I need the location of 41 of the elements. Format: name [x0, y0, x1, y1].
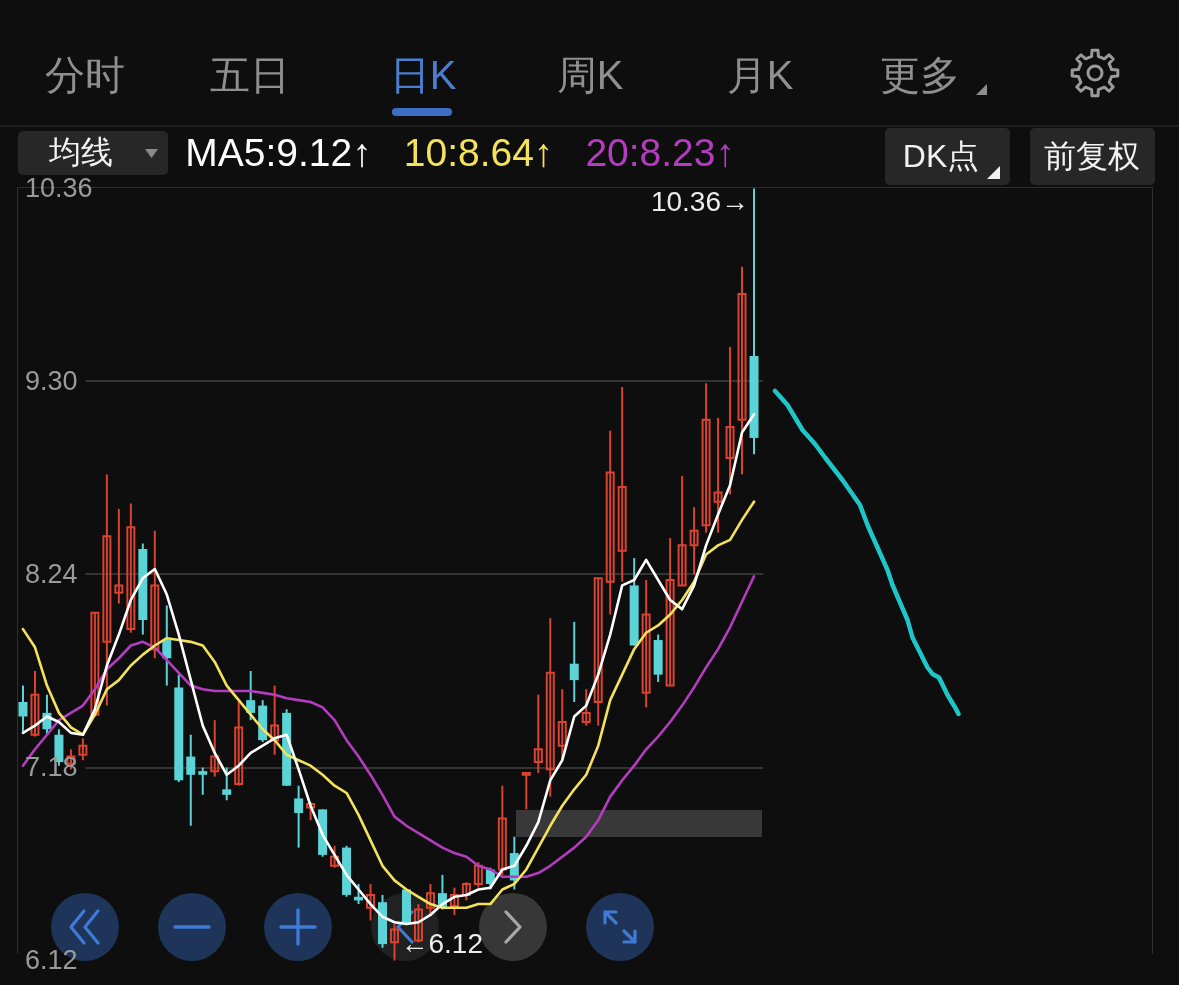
candlestick — [545, 618, 555, 797]
y-tick-label: 9.30 — [25, 365, 78, 396]
candlestick — [677, 476, 687, 587]
y-tick-label: 10.36 — [25, 172, 93, 203]
button: 前复权 — [1030, 128, 1155, 185]
annotation: 10.36→ — [650, 186, 750, 218]
tab-label: 更多 — [880, 52, 960, 98]
candlestick — [737, 266, 747, 475]
tab-label: 日K — [389, 52, 457, 98]
candlestick — [102, 474, 112, 706]
candlestick — [521, 771, 531, 810]
candlestick — [713, 417, 723, 533]
text: MA5:9.12↑ — [185, 131, 372, 175]
candlestick — [234, 701, 244, 786]
candlestick — [641, 579, 651, 708]
candlestick — [497, 785, 507, 875]
candlestick — [533, 694, 543, 773]
dropdown: 均线 — [18, 131, 168, 175]
candlestick — [605, 430, 615, 615]
candlestick — [150, 530, 160, 659]
candlestick — [725, 346, 735, 495]
candlestick — [114, 508, 124, 604]
y-tick-label: 7.18 — [25, 751, 78, 782]
text: 10:8.64↑ — [403, 131, 554, 175]
annotation: ←6.12 — [400, 928, 483, 960]
tab-label: 五日 — [210, 52, 290, 98]
candlestick — [30, 671, 40, 737]
candlestick — [389, 924, 399, 961]
y-tick-label: 8.24 — [25, 558, 78, 589]
candlestick — [689, 507, 699, 575]
tab-label: 分时 — [45, 52, 125, 98]
y-tick-label: 6.12 — [25, 944, 78, 975]
tab-label: 月K — [726, 52, 794, 98]
candlestick — [665, 538, 675, 687]
candlestick — [126, 503, 136, 633]
candlestick — [593, 577, 603, 726]
button: DK点 — [885, 128, 1010, 185]
candlestick — [617, 386, 627, 582]
tab-label: 周K — [556, 52, 624, 98]
text: 20:8.23↑ — [585, 131, 735, 175]
candlestick — [701, 383, 711, 533]
